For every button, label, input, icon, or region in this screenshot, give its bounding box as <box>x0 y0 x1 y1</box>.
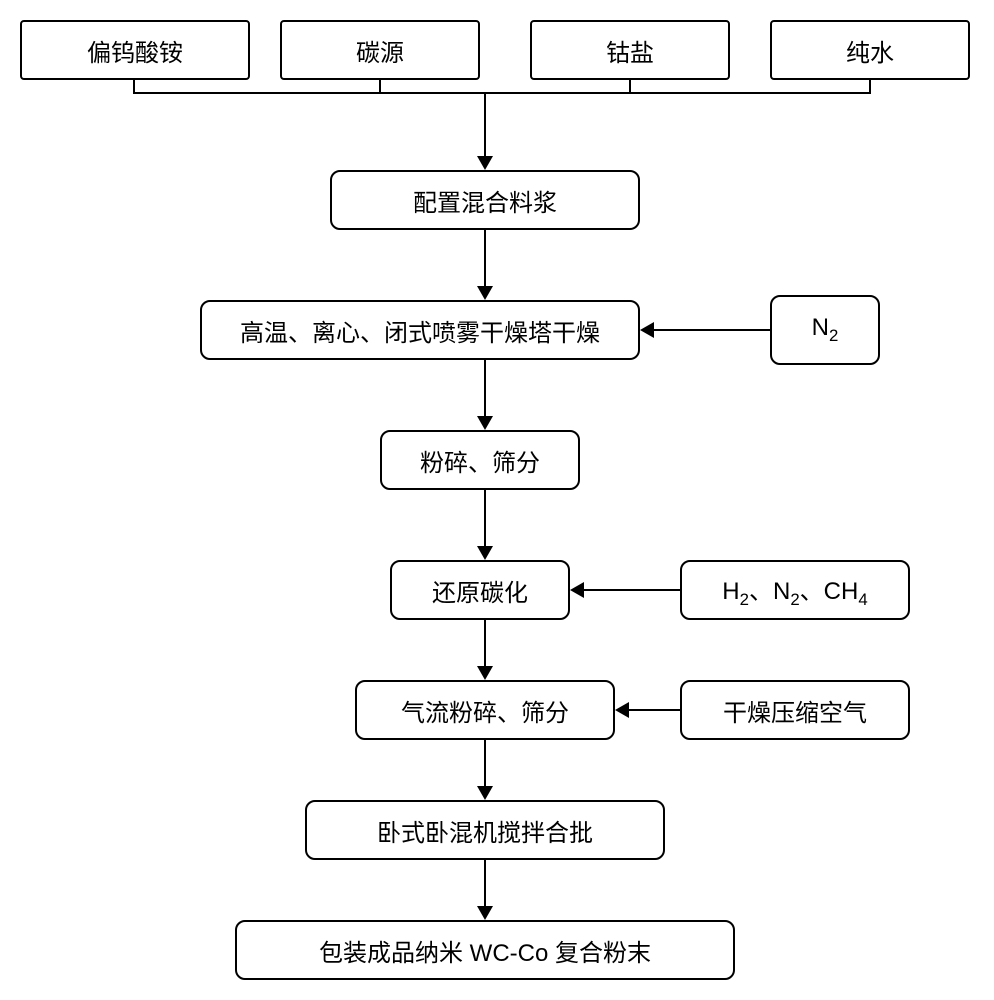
node-h2-n2-ch4: H2、N2、CH4 <box>680 560 910 620</box>
label-h2-n2-ch4: H2、N2、CH4 <box>722 571 867 610</box>
edge-step6-step7 <box>484 860 486 906</box>
arrow-step4-step5 <box>477 666 493 680</box>
edge-air-step5 <box>629 709 680 711</box>
node-input-ammonium-metatungstate: 偏钨酸铵 <box>20 20 250 80</box>
edge-step4-step5 <box>484 620 486 666</box>
edge-merge-to-step1 <box>484 92 486 156</box>
arrow-step3-step4 <box>477 546 493 560</box>
edge-gases-step4 <box>584 589 680 591</box>
arrow-step6-step7 <box>477 906 493 920</box>
node-input-carbon-source: 碳源 <box>280 20 480 80</box>
node-input-pure-water: 纯水 <box>770 20 970 80</box>
node-crush-sieve: 粉碎、筛分 <box>380 430 580 490</box>
arrow-gases-step4 <box>570 582 584 598</box>
arrow-step5-step6 <box>477 786 493 800</box>
node-jet-mill-sieve: 气流粉碎、筛分 <box>355 680 615 740</box>
edge-step2-step3 <box>484 360 486 416</box>
arrow-n2-step2 <box>640 322 654 338</box>
node-horizontal-mixer: 卧式卧混机搅拌合批 <box>305 800 665 860</box>
node-spray-dry: 高温、离心、闭式喷雾干燥塔干燥 <box>200 300 640 360</box>
arrow-step1-step2 <box>477 286 493 300</box>
edge-n2-step2 <box>654 329 770 331</box>
arrow-air-step5 <box>615 702 629 718</box>
edge-step3-step4 <box>484 490 486 546</box>
node-reduction-carbonization: 还原碳化 <box>390 560 570 620</box>
edge-step5-step6 <box>484 740 486 786</box>
node-mix-slurry: 配置混合料浆 <box>330 170 640 230</box>
arrow-step2-step3 <box>477 416 493 430</box>
arrow-merge-to-step1 <box>477 156 493 170</box>
edge-merge-bar <box>133 92 871 94</box>
node-input-cobalt-salt: 钴盐 <box>530 20 730 80</box>
node-n2-gas: N2 <box>770 295 880 365</box>
label-n2: N2 <box>812 314 839 346</box>
edge-step1-step2 <box>484 230 486 286</box>
node-dry-compressed-air: 干燥压缩空气 <box>680 680 910 740</box>
node-package-wc-co-powder: 包装成品纳米 WC-Co 复合粉末 <box>235 920 735 980</box>
